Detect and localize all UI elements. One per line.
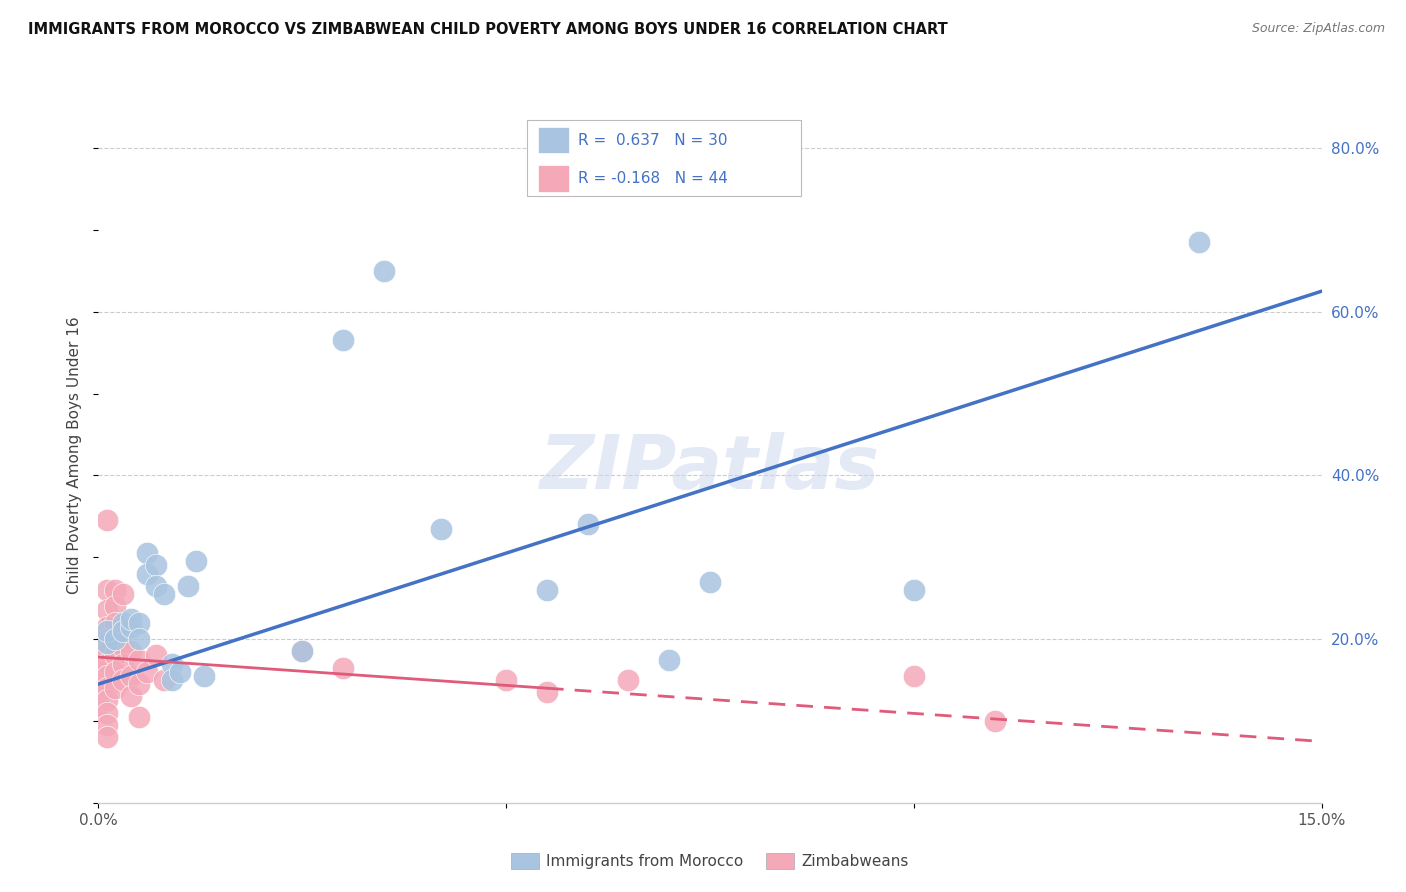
Point xyxy=(104,665,127,679)
Point xyxy=(136,546,159,560)
Point xyxy=(96,624,118,638)
Point xyxy=(111,615,134,630)
Point xyxy=(96,620,118,634)
Point xyxy=(145,579,167,593)
Point xyxy=(96,731,118,745)
Point xyxy=(576,517,599,532)
Point xyxy=(495,673,517,687)
Point xyxy=(96,693,118,707)
Point xyxy=(87,636,110,650)
Point xyxy=(291,644,314,658)
Point xyxy=(152,673,174,687)
Text: R =  0.637   N = 30: R = 0.637 N = 30 xyxy=(578,133,727,147)
Point xyxy=(332,661,354,675)
Point xyxy=(332,334,354,348)
Point xyxy=(87,681,110,696)
Text: Source: ZipAtlas.com: Source: ZipAtlas.com xyxy=(1251,22,1385,36)
Point xyxy=(193,669,215,683)
Point xyxy=(291,644,314,658)
Point xyxy=(87,698,110,712)
Point xyxy=(186,554,208,568)
Point xyxy=(104,615,127,630)
Point xyxy=(111,640,134,655)
Legend: Immigrants from Morocco, Zimbabweans: Immigrants from Morocco, Zimbabweans xyxy=(505,847,915,875)
Y-axis label: Child Poverty Among Boys Under 16: Child Poverty Among Boys Under 16 xyxy=(67,316,83,594)
Point xyxy=(96,513,118,527)
Point xyxy=(1188,235,1211,249)
Point xyxy=(128,677,150,691)
Point xyxy=(152,587,174,601)
Point xyxy=(120,620,142,634)
Point xyxy=(104,582,127,597)
Point xyxy=(145,648,167,663)
Point xyxy=(104,681,127,696)
Point xyxy=(373,264,395,278)
Point xyxy=(96,657,118,671)
Point xyxy=(111,657,134,671)
Point xyxy=(104,632,127,646)
Point xyxy=(111,587,134,601)
Point xyxy=(96,718,118,732)
Point xyxy=(87,661,110,675)
Point xyxy=(104,648,127,663)
Point xyxy=(984,714,1007,728)
Point xyxy=(104,599,127,614)
Text: ZIPatlas: ZIPatlas xyxy=(540,433,880,506)
Point xyxy=(96,669,118,683)
Point xyxy=(96,644,118,658)
Point xyxy=(160,673,183,687)
Point xyxy=(169,665,191,679)
Point xyxy=(96,603,118,617)
Point xyxy=(111,624,134,638)
Point xyxy=(536,685,558,699)
Point xyxy=(177,579,200,593)
Point xyxy=(120,612,142,626)
Point xyxy=(160,657,183,671)
Point xyxy=(617,673,640,687)
Point xyxy=(536,582,558,597)
Point xyxy=(903,669,925,683)
Point xyxy=(120,690,142,704)
Point xyxy=(128,652,150,666)
Point xyxy=(96,681,118,696)
Point xyxy=(699,574,721,589)
Point xyxy=(96,636,118,650)
Point xyxy=(145,558,167,573)
Point xyxy=(128,615,150,630)
Point xyxy=(120,644,142,658)
Point xyxy=(104,632,127,646)
Point xyxy=(136,665,159,679)
Point xyxy=(96,632,118,646)
Point xyxy=(111,673,134,687)
Text: IMMIGRANTS FROM MOROCCO VS ZIMBABWEAN CHILD POVERTY AMONG BOYS UNDER 16 CORRELAT: IMMIGRANTS FROM MOROCCO VS ZIMBABWEAN CH… xyxy=(28,22,948,37)
Point xyxy=(120,669,142,683)
Point xyxy=(903,582,925,597)
Point xyxy=(430,522,453,536)
Point xyxy=(96,706,118,720)
Point xyxy=(658,652,681,666)
Text: R = -0.168   N = 44: R = -0.168 N = 44 xyxy=(578,171,728,186)
Point xyxy=(128,710,150,724)
Point xyxy=(136,566,159,581)
Point xyxy=(128,632,150,646)
Point xyxy=(96,582,118,597)
